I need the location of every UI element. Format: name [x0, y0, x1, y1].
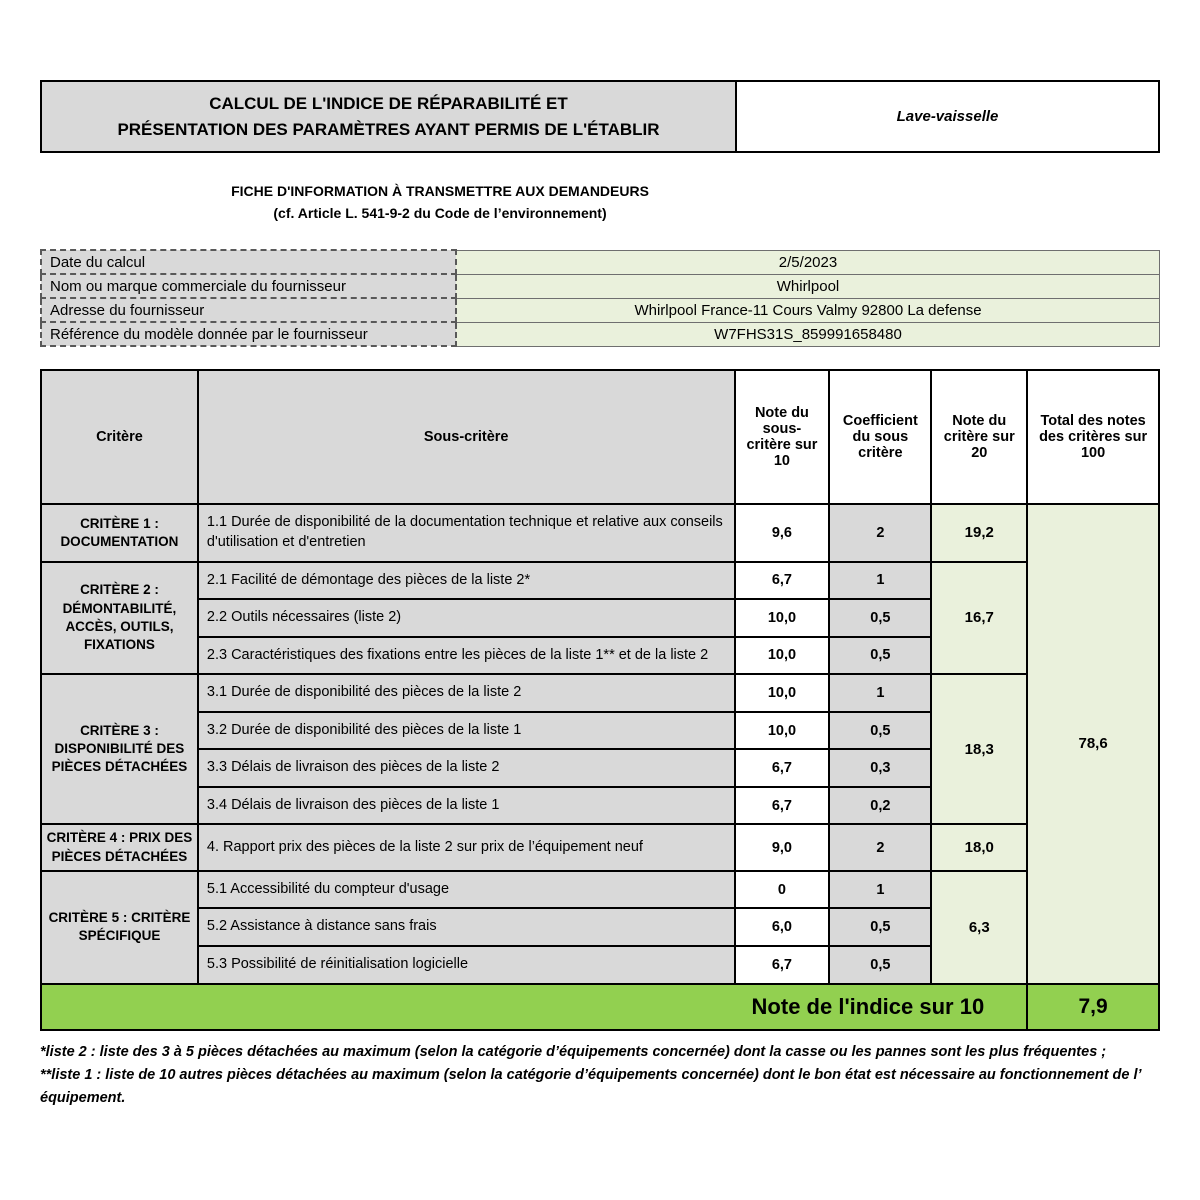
info-label-model: Référence du modèle donnée par le fourni… [40, 321, 457, 348]
table-row: CRITÈRE 1 : DOCUMENTATION 1.1 Durée de di… [40, 503, 1160, 985]
subcriterion-label: 2.2 Outils nécessaires (liste 2) [196, 598, 736, 638]
subcriterion-coefficient: 0,5 [828, 945, 933, 985]
header-note-sous-critere: Note du sous-critère sur 10 [733, 369, 831, 506]
criterion-note20: 19,2 [930, 503, 1029, 563]
table-row: 3.4 Délais de livraison des pièces de la… [41, 785, 1159, 826]
subcriterion-note10: 6,0 [733, 907, 831, 947]
subcriterion-coefficient: 1 [828, 560, 933, 601]
subcriterion-label: 5.2 Assistance à distance sans frais [196, 907, 736, 947]
subcriterion-coefficient: 0,5 [828, 710, 933, 751]
info-value-address: Whirlpool France-11 Cours Valmy 92800 La… [455, 297, 1160, 323]
table-row: 3.2 Durée de disponibilité des pièces de… [41, 710, 1159, 751]
product-category: Lave-vaisselle [737, 82, 1158, 151]
table-row: CRITÈRE 4 : PRIX DES PIÈCES DÉTACHÉES 4. … [40, 823, 1159, 872]
table-row: CRITÈRE 5 : CRITÈRE SPÉCIFIQUE 5.1 Access… [40, 869, 1159, 985]
table-row: 3.3 Délais de livraison des pièces de la… [41, 748, 1159, 788]
table-row: Référence du modèle donnée par le fourni… [40, 321, 1160, 348]
index-label: Note de l'indice sur 10 [39, 982, 1029, 1031]
subcriterion-label: 1.1 Durée de disponibilité de la documen… [196, 503, 736, 563]
repairability-sheet: CALCUL DE L'INDICE DE RÉPARABILITÉ ET PR… [39, 80, 1170, 1111]
criterion-name: CRITÈRE 3 : DISPONIBILITÉ DES PIÈCES DÉT… [40, 673, 199, 826]
index-value: 7,9 [1026, 982, 1160, 1031]
header-coefficient: Coefficient du sous critère [828, 369, 933, 506]
criteria-tbody: CRITÈRE 1 : DOCUMENTATION 1.1 Durée de di… [40, 503, 1160, 985]
info-label-brand: Nom ou marque commerciale du fournisseur [40, 273, 457, 300]
criterion-note20: 18,0 [930, 823, 1029, 872]
subcriterion-label: 2.3 Caractéristiques des fixations entre… [196, 635, 736, 676]
subcriterion-note10: 10,0 [733, 598, 831, 638]
document-title-line2: PRÉSENTATION DES PARAMÈTRES AYANT PERMIS… [117, 119, 660, 139]
table-row: 2.3 Caractéristiques des fixations entre… [41, 635, 1159, 676]
table-row: 2.2 Outils nécessaires (liste 2) 10,0 0,5 [41, 598, 1159, 638]
criterion-name: CRITÈRE 2 : DÉMONTABILITÉ, ACCÈS, OUTILS… [40, 560, 199, 676]
criterion-note20: 18,3 [930, 673, 1029, 826]
footnote-liste2: *liste 2 : liste des 3 à 5 pièces détach… [40, 1043, 1107, 1060]
criterion-name: CRITÈRE 5 : CRITÈRE SPÉCIFIQUE [40, 869, 199, 985]
criterion-name: CRITÈRE 4 : PRIX DES PIÈCES DÉTACHÉES [40, 823, 199, 872]
criterion-note20: 16,7 [930, 560, 1029, 676]
table-row: Nom ou marque commerciale du fournisseur… [40, 273, 1160, 300]
header-critere: Critère [40, 369, 199, 506]
document-subtitle: FICHE D'INFORMATION À TRANSMETTRE AUX DE… [40, 181, 840, 224]
table-row: 5.2 Assistance à distance sans frais 6,0 0… [41, 907, 1159, 947]
subcriterion-note10: 10,0 [733, 635, 831, 676]
criteria-table: Critère Sous-critère Note du sous-critèr… [39, 369, 1160, 1031]
subtitle-line2: (cf. Article L. 541-9-2 du Code de l’env… [273, 204, 607, 221]
table-row: Date du calcul 2/5/2023 [40, 249, 1160, 276]
subcriterion-coefficient: 0,5 [828, 907, 933, 947]
subcriterion-note10: 10,0 [733, 673, 831, 713]
subcriterion-coefficient: 2 [828, 823, 933, 872]
table-row: 5.3 Possibilité de réinitialisation logi… [41, 945, 1159, 985]
total-notes-100: 78,6 [1026, 503, 1160, 985]
subcriterion-note10: 6,7 [733, 748, 831, 788]
subcriterion-note10: 6,7 [733, 945, 831, 985]
subcriterion-label: 4. Rapport prix des pièces de la liste 2… [196, 823, 736, 872]
subcriterion-note10: 0 [733, 869, 831, 910]
criterion-name: CRITÈRE 1 : DOCUMENTATION [40, 503, 199, 563]
subcriterion-coefficient: 1 [828, 673, 933, 713]
subcriterion-note10: 9,0 [733, 823, 831, 872]
subcriterion-label: 5.1 Accessibilité du compteur d'usage [196, 869, 736, 910]
info-label-date: Date du calcul [40, 249, 457, 276]
subcriterion-label: 3.3 Délais de livraison des pièces de la… [196, 748, 736, 788]
subcriterion-note10: 6,7 [733, 785, 831, 826]
table-row: Adresse du fournisseur Whirlpool France-… [40, 297, 1160, 324]
footnote-liste1: **liste 1 : liste de 10 autres pièces dé… [40, 1066, 1142, 1106]
criterion-note20: 6,3 [930, 869, 1029, 985]
table-row: CRITÈRE 2 : DÉMONTABILITÉ, ACCÈS, OUTILS… [40, 560, 1159, 676]
document-title-line1: CALCUL DE L'INDICE DE RÉPARABILITÉ ET [209, 94, 568, 113]
subcriterion-coefficient: 0,5 [828, 598, 933, 638]
index-row: Note de l'indice sur 10 7,9 [39, 982, 1160, 1031]
subcriterion-label: 3.1 Durée de disponibilité des pièces de… [196, 673, 736, 713]
info-value-brand: Whirlpool [455, 273, 1160, 299]
info-label-address: Adresse du fournisseur [40, 297, 457, 324]
header-total: Total des notes des critères sur 100 [1026, 369, 1160, 506]
footnotes: *liste 2 : liste des 3 à 5 pièces détach… [40, 1041, 1170, 1111]
subcriterion-label: 3.2 Durée de disponibilité des pièces de… [196, 710, 736, 751]
document-header: CALCUL DE L'INDICE DE RÉPARABILITÉ ET PR… [40, 80, 1160, 153]
table-header-row: Critère Sous-critère Note du sous-critèr… [40, 369, 1160, 506]
subcriterion-note10: 9,6 [733, 503, 831, 563]
info-value-model: W7FHS31S_859991658480 [455, 321, 1160, 347]
subtitle-line1: FICHE D'INFORMATION À TRANSMETTRE AUX DE… [231, 183, 649, 199]
supplier-info-table: Date du calcul 2/5/2023 Nom ou marque co… [40, 249, 1160, 348]
subcriterion-coefficient: 1 [828, 869, 933, 910]
subcriterion-note10: 6,7 [733, 560, 831, 601]
subcriterion-note10: 10,0 [733, 710, 831, 751]
subcriterion-label: 2.1 Facilité de démontage des pièces de … [196, 560, 736, 601]
header-sous-critere: Sous-critère [196, 369, 736, 506]
subcriterion-coefficient: 0,5 [828, 635, 933, 676]
document-title: CALCUL DE L'INDICE DE RÉPARABILITÉ ET PR… [42, 82, 737, 151]
table-row: CRITÈRE 3 : DISPONIBILITÉ DES PIÈCES DÉT… [40, 673, 1159, 826]
subcriterion-coefficient: 0,3 [828, 748, 933, 788]
subcriterion-label: 5.3 Possibilité de réinitialisation logi… [196, 945, 736, 985]
subcriterion-label: 3.4 Délais de livraison des pièces de la… [196, 785, 736, 826]
info-value-date: 2/5/2023 [455, 249, 1160, 275]
subcriterion-coefficient: 2 [828, 503, 933, 563]
subcriterion-coefficient: 0,2 [828, 785, 933, 826]
header-note-critere: Note du critère sur 20 [930, 369, 1029, 506]
